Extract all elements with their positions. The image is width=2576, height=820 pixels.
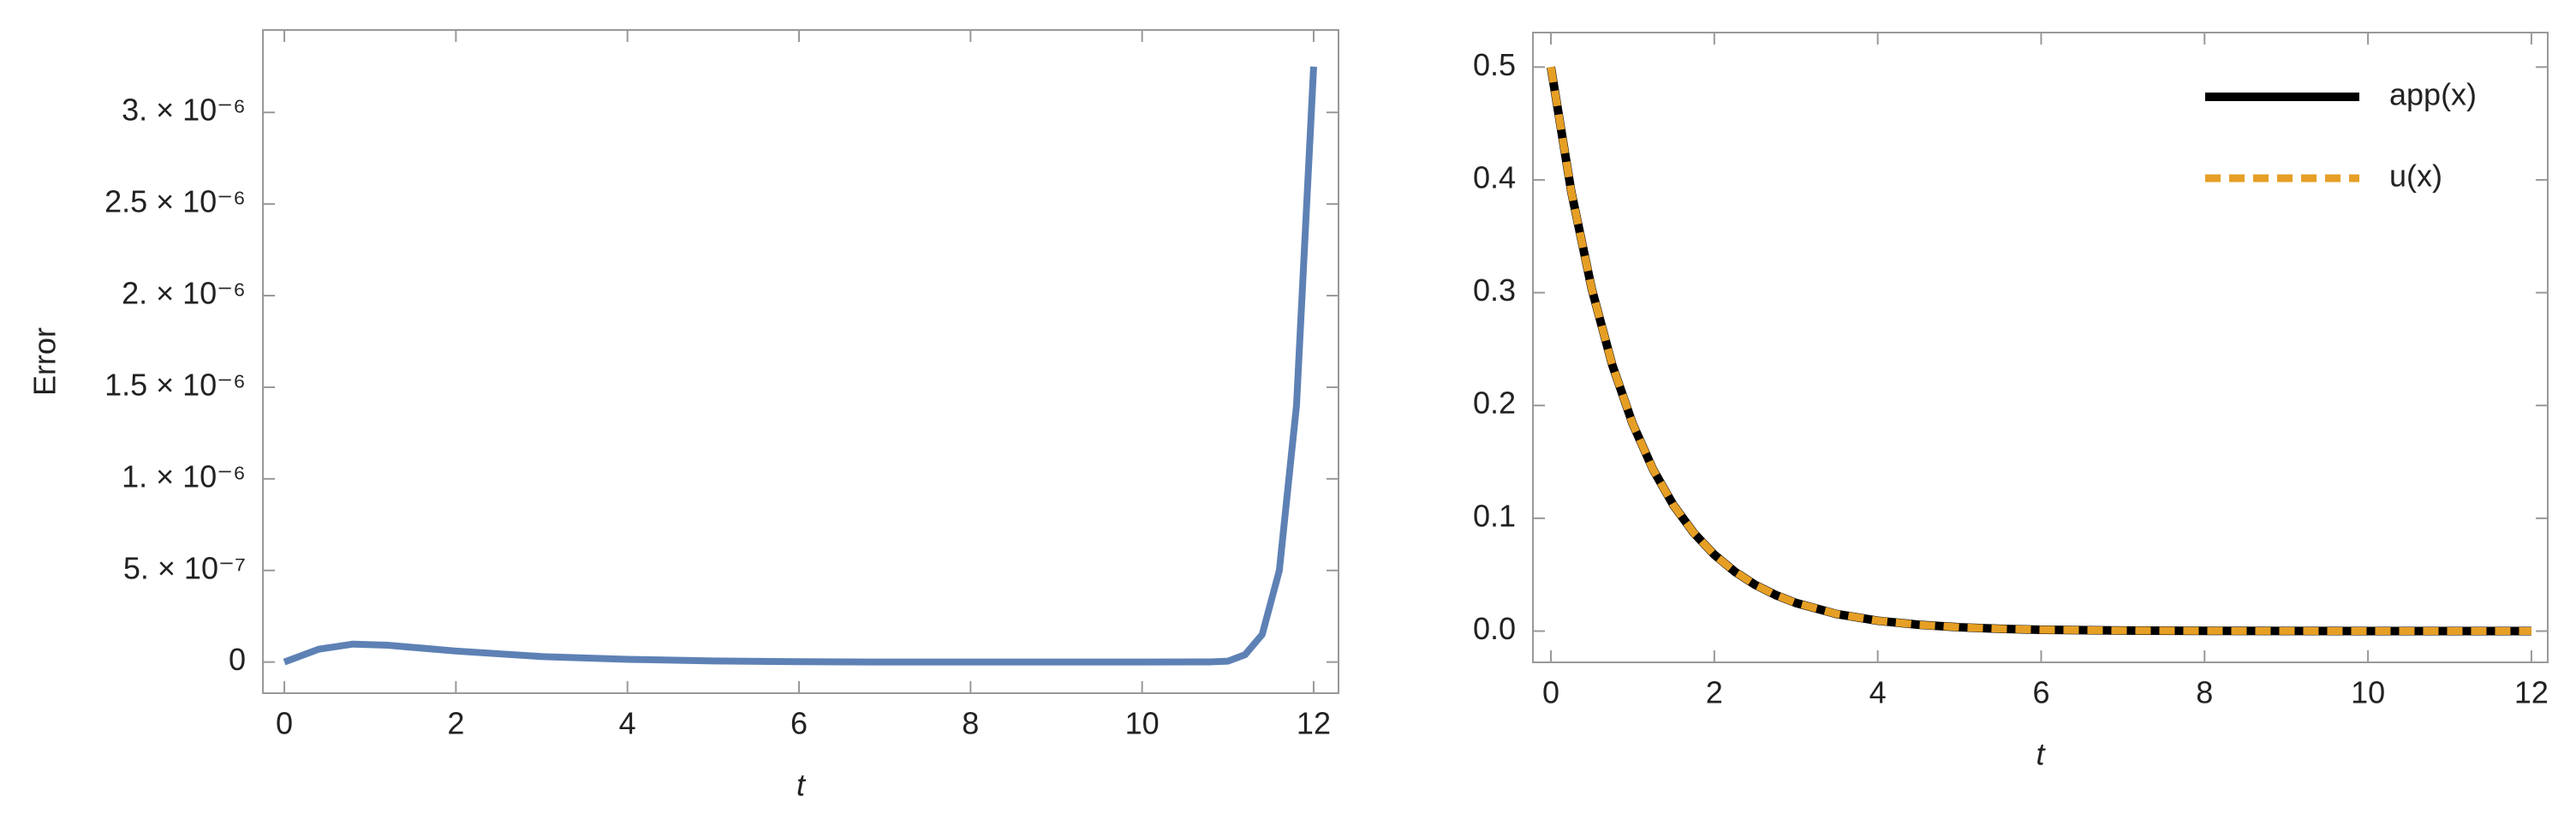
x-tick-label: 0 <box>1542 675 1559 710</box>
series-line <box>1547 66 2531 636</box>
y-tick-label: 0.5 <box>1473 47 1516 82</box>
y-tick-label: 0.3 <box>1473 272 1516 308</box>
y-tick-label: 2.5 × 10⁻⁶ <box>104 184 246 219</box>
plot-frame <box>1532 32 2549 663</box>
y-tick-label: 5. × 10⁻⁷ <box>123 550 246 585</box>
y-axis-label: Error <box>27 327 63 396</box>
x-tick-label: 2 <box>447 706 464 741</box>
y-tick-label: 2. × 10⁻⁶ <box>122 276 246 311</box>
x-tick-label: 10 <box>1125 706 1160 741</box>
x-tick-label: 6 <box>790 706 808 741</box>
x-tick-label: 6 <box>2032 675 2049 710</box>
y-tick-label: 0.1 <box>1473 498 1516 533</box>
x-axis-label: t <box>2036 737 2046 772</box>
x-tick-label: 4 <box>619 706 636 741</box>
x-tick-label: 8 <box>2196 675 2213 710</box>
y-tick-label: 0.4 <box>1473 159 1516 195</box>
x-tick-label: 10 <box>2351 675 2385 710</box>
x-tick-label: 4 <box>1869 675 1887 710</box>
x-tick-label: 12 <box>1297 706 1331 741</box>
x-tick-label: 8 <box>962 706 979 741</box>
x-tick-label: 0 <box>276 706 293 741</box>
y-tick-label: 0.0 <box>1473 611 1516 646</box>
x-tick-label: 2 <box>1706 675 1723 710</box>
plot-frame <box>262 29 1339 694</box>
line <box>283 66 1317 666</box>
x-tick-label: 12 <box>2514 675 2549 710</box>
y-tick-label: 1.5 × 10⁻⁶ <box>104 367 246 402</box>
x-axis-label: t <box>796 768 807 803</box>
y-tick-label: 3. × 10⁻⁶ <box>122 93 246 128</box>
y-tick-label: 0 <box>229 642 246 677</box>
y-tick-label: 0.2 <box>1473 386 1516 421</box>
y-tick-label: 1. × 10⁻⁶ <box>122 458 246 494</box>
series-line <box>1547 66 2531 636</box>
legend-label: u(x) <box>2389 159 2442 194</box>
legend-label: app(x) <box>2389 77 2477 112</box>
